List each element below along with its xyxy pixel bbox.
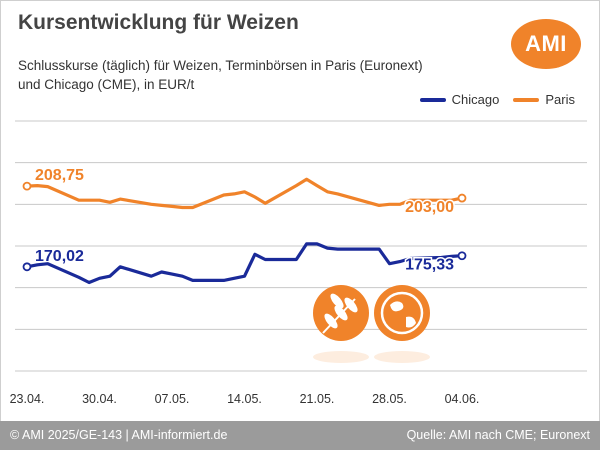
ami-logo: AMI (511, 19, 581, 69)
series-lines (25, 177, 464, 285)
data-label-paris-end: 203,00 (405, 199, 454, 216)
legend-label-paris: Paris (545, 92, 575, 107)
x-tick-label: 23.04. (10, 392, 45, 406)
legend-swatch-chicago (419, 97, 446, 102)
wheat-icon (313, 285, 369, 363)
legend-item-chicago: Chicago (419, 92, 500, 107)
x-tick-label: 21.05. (300, 392, 335, 406)
endpoint-marker-chicago-start (22, 262, 32, 272)
chart-subtitle: Schlusskurse (täglich) für Weizen, Termi… (18, 56, 478, 94)
legend-swatch-paris (513, 97, 540, 102)
decorative-icons (313, 285, 430, 363)
x-axis: 23.04. 30.04. 07.05. 14.05. 21.05. 28.05. 04.0… (10, 392, 480, 406)
footer-source: Quelle: AMI nach CME; Euronext (406, 428, 590, 442)
line-chart: 170,02 175,33 208,75 203,00 23.04. 30.04. 07.… (10, 120, 587, 406)
wheat-grain (324, 313, 338, 329)
footer-copyright: © AMI 2025/GE-143 | AMI-informiert.de (10, 428, 228, 442)
series-line-paris (25, 177, 464, 210)
subtitle-line-2: und Chicago (CME), in EUR/t (18, 77, 195, 92)
endpoint-marker-chicago-end (457, 251, 467, 261)
data-labels: 170,02 175,33 208,75 203,00 (22, 167, 467, 275)
endpoint-marker-paris-start (22, 181, 32, 191)
x-tick-label: 04.06. (445, 392, 480, 406)
x-tick-label: 14.05. (227, 392, 262, 406)
chart-title: Kursentwicklung für Weizen (18, 11, 299, 34)
globe-icon (374, 285, 430, 363)
globe-icon-outline (380, 291, 424, 335)
wheat-stem (322, 298, 356, 334)
x-tick-label: 07.05. (155, 392, 190, 406)
wheat-grain (344, 297, 358, 313)
endpoint-marker-paris-end (457, 193, 467, 203)
footer-bar: © AMI 2025/GE-143 | AMI-informiert.de Qu… (0, 421, 600, 450)
legend-item-paris: Paris (513, 92, 575, 107)
globe-icon-continents (390, 301, 416, 328)
grid-lines (15, 120, 587, 372)
series-line-chicago (25, 242, 464, 285)
data-label-chicago-start: 170,02 (35, 248, 84, 265)
data-label-paris-start: 208,75 (35, 167, 84, 184)
chart-legend: Chicago Paris (419, 92, 575, 107)
data-label-chicago-end: 175,33 (405, 257, 454, 274)
x-tick-label: 28.05. (372, 392, 407, 406)
globe-icon-shadow (374, 351, 430, 363)
wheat-icon-shadow (313, 351, 369, 363)
subtitle-line-1: Schlusskurse (täglich) für Weizen, Termi… (18, 58, 423, 73)
legend-label-chicago: Chicago (451, 92, 500, 107)
x-tick-label: 30.04. (82, 392, 117, 406)
wheat-grain (330, 293, 344, 309)
